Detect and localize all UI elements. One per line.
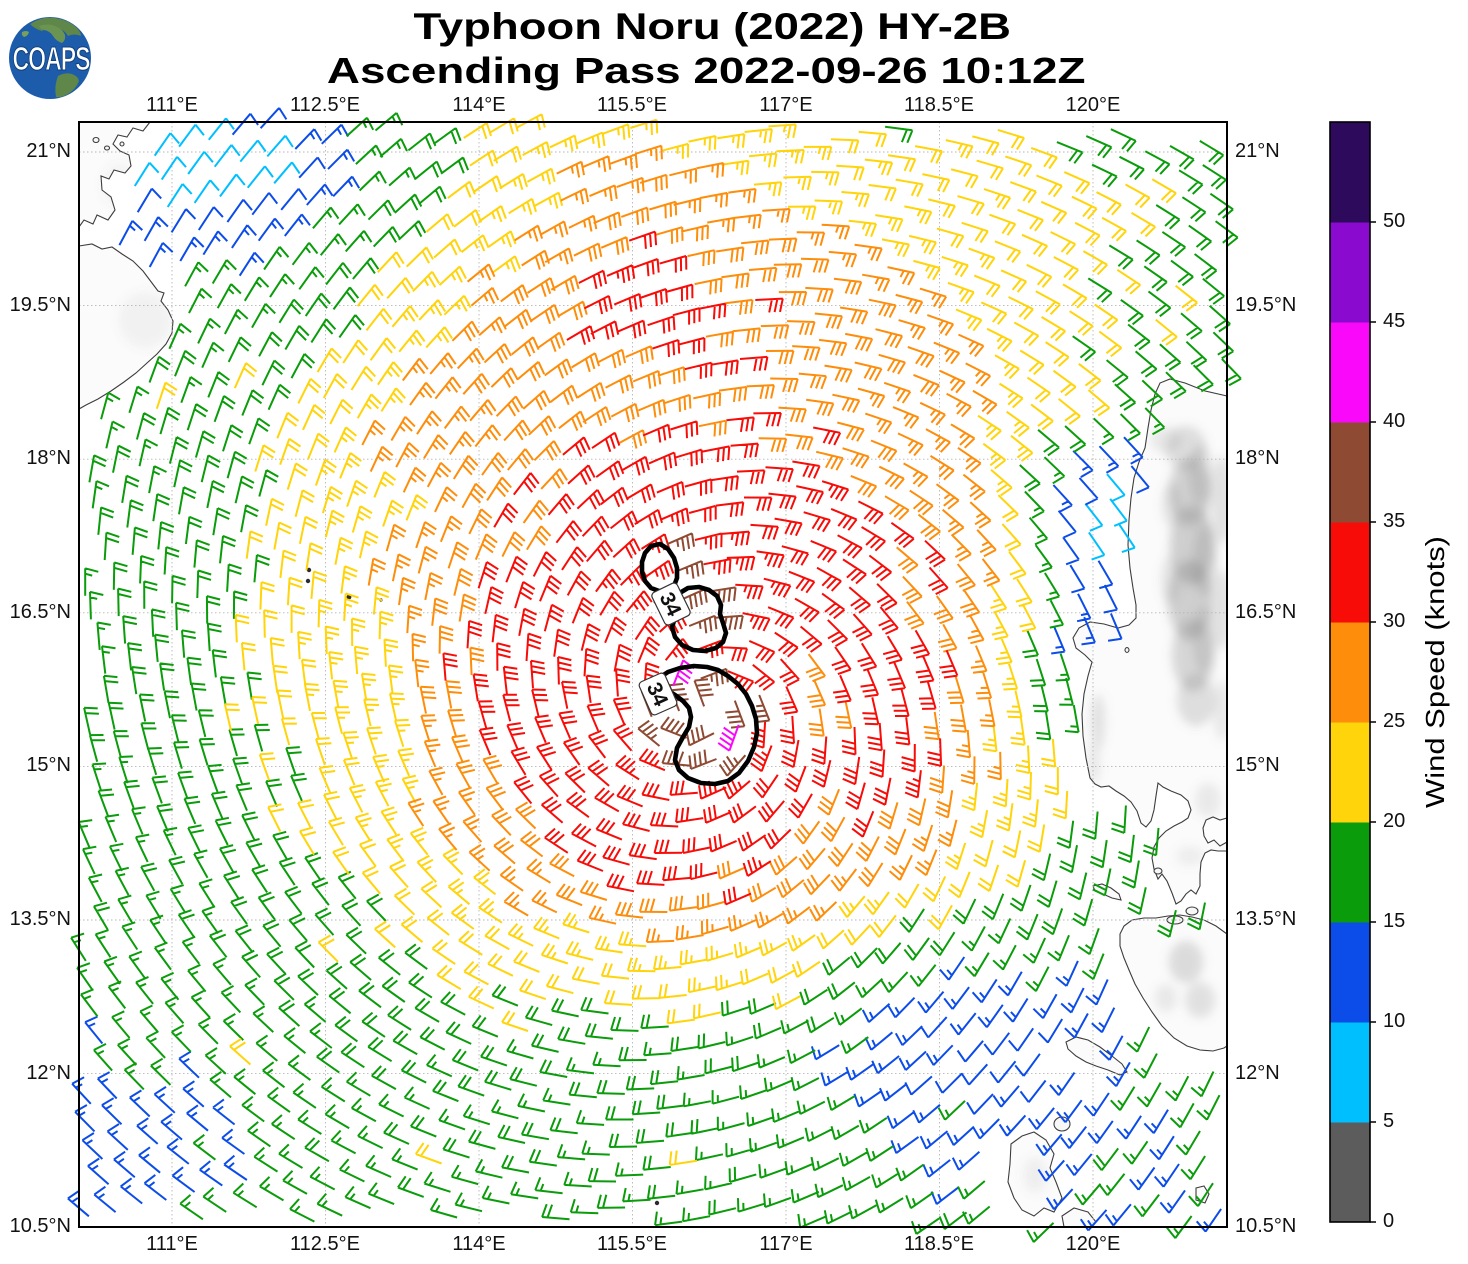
svg-text:COAPS: COAPS: [13, 40, 90, 77]
svg-text:Wind Speed (knots): Wind Speed (knots): [1420, 536, 1450, 808]
